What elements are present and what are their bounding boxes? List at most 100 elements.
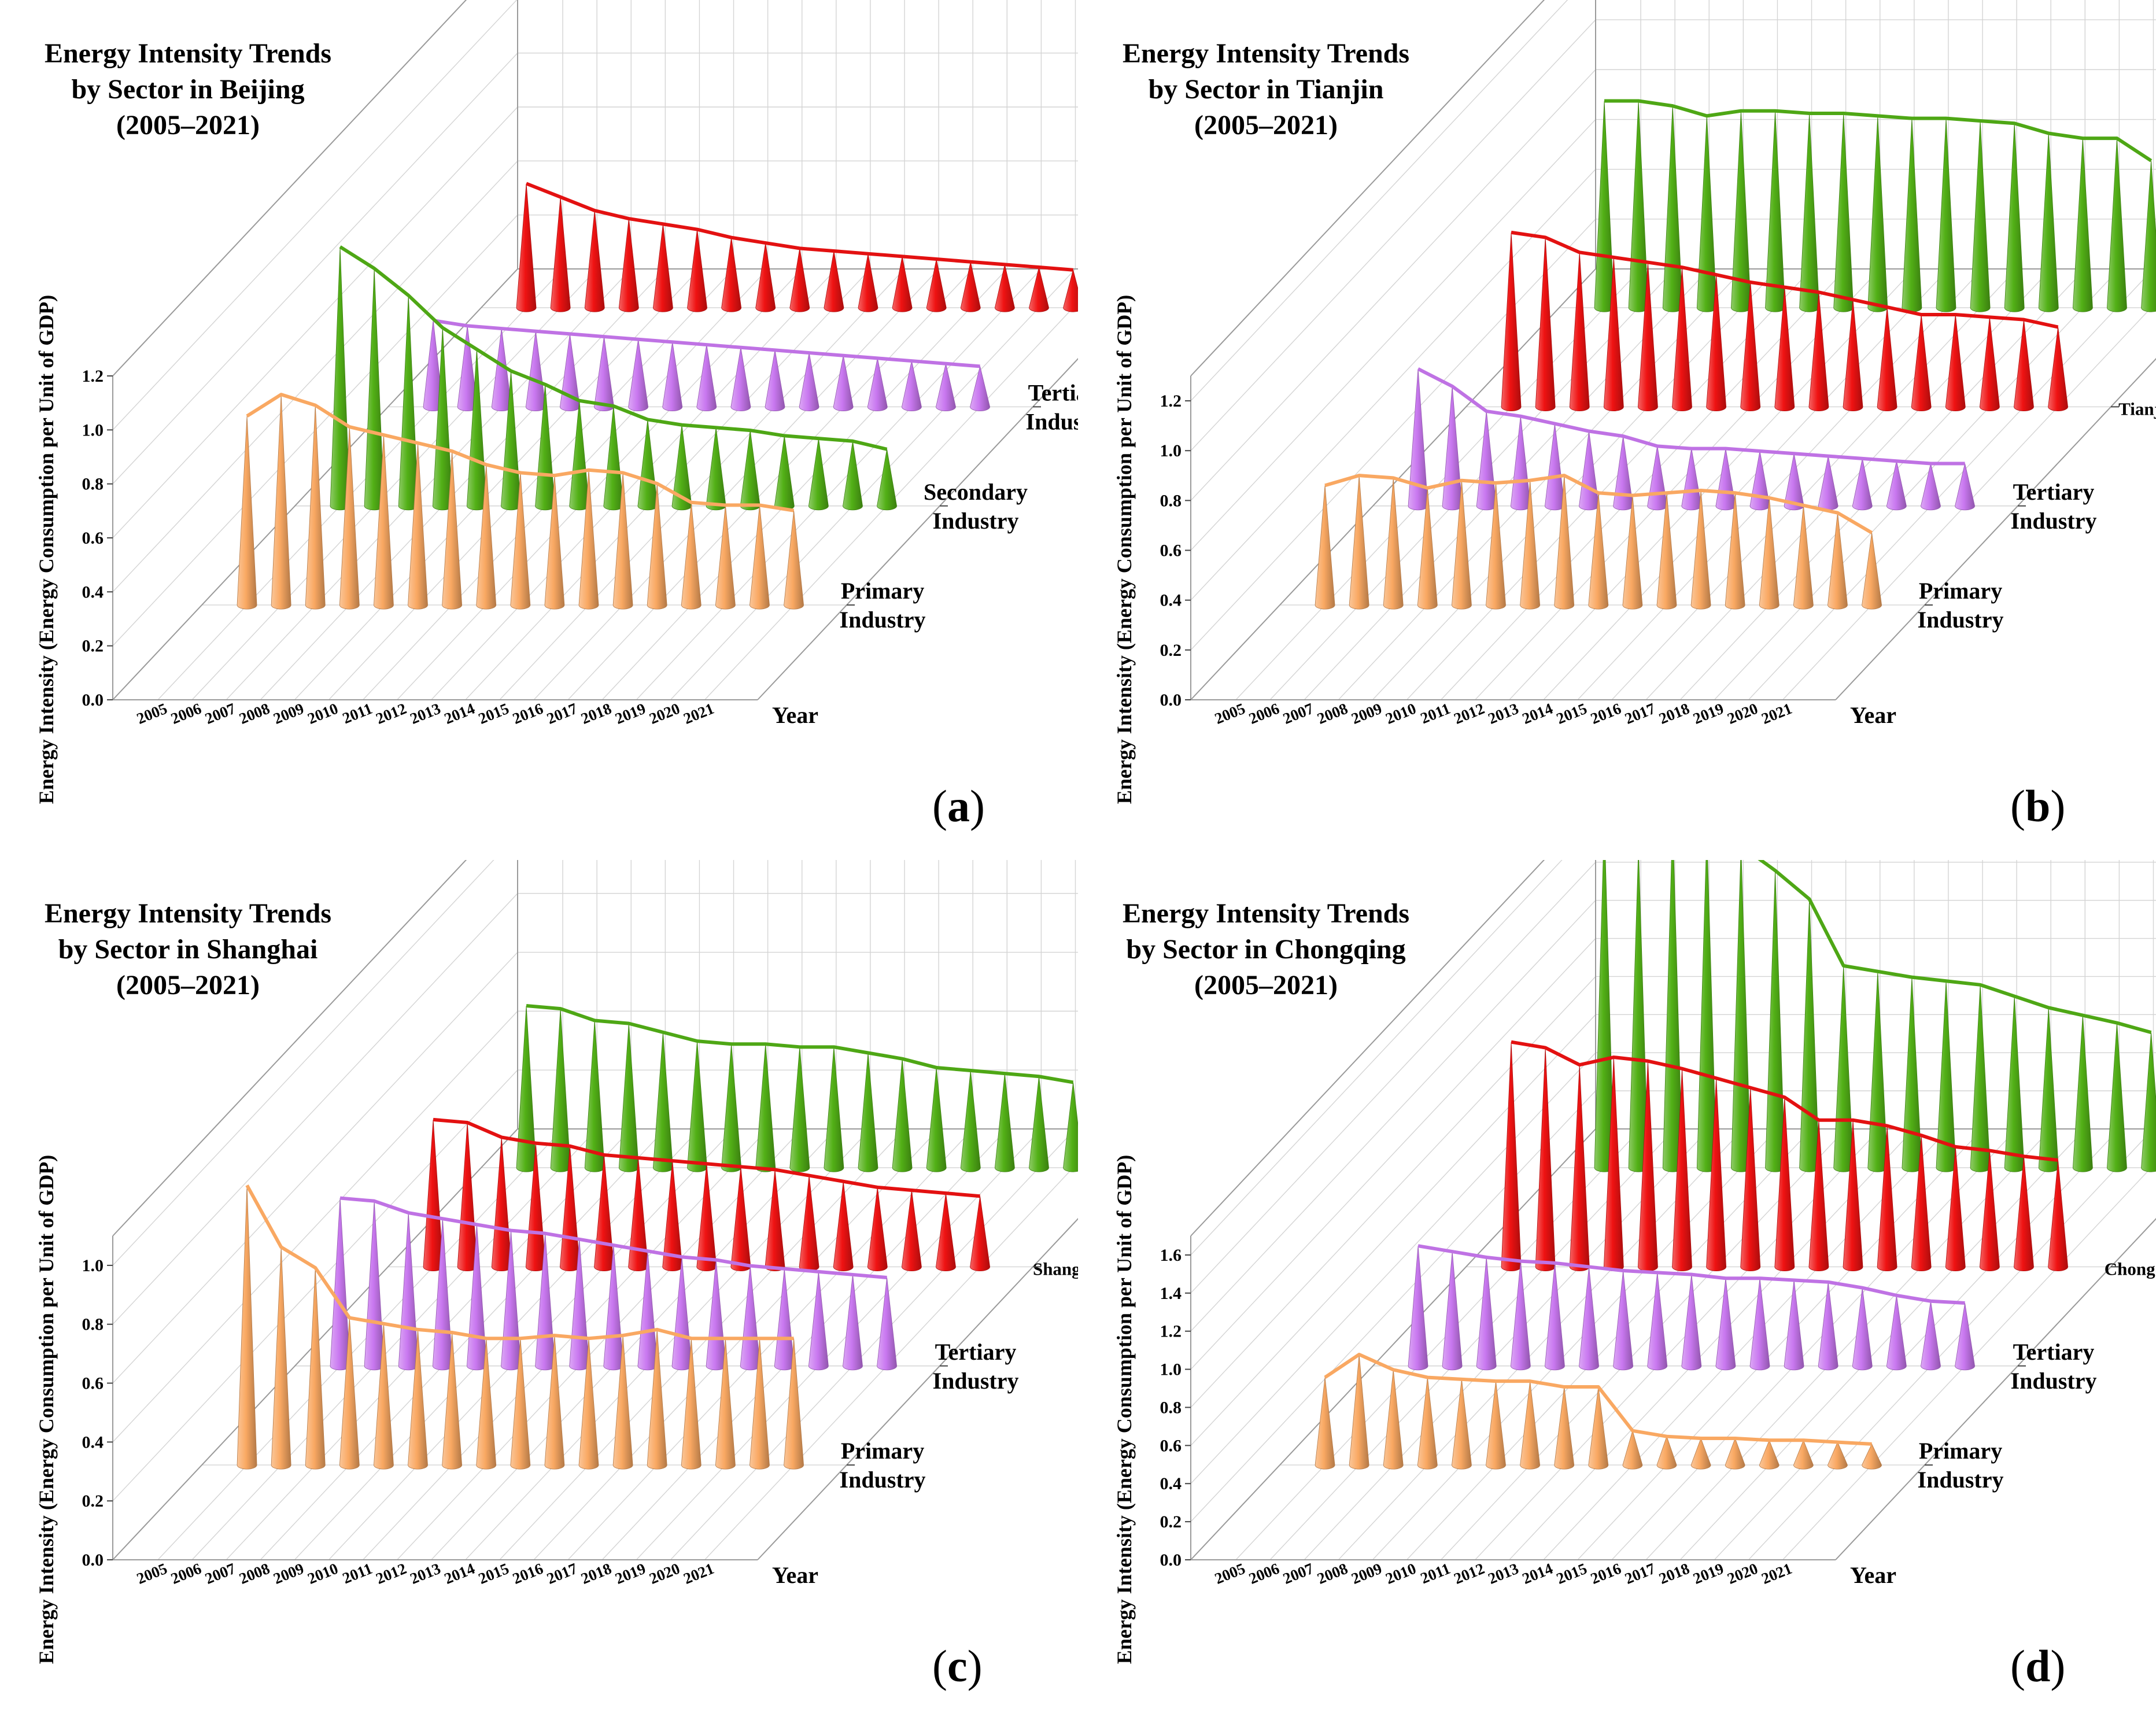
series-beijing	[516, 182, 1078, 312]
cone-bar	[2072, 1015, 2093, 1172]
year-tick-label: 2012	[1452, 700, 1487, 728]
chart-title-line: (2005–2021)	[116, 970, 260, 1001]
series-trend-line	[525, 182, 1073, 272]
cone-bar	[715, 1338, 736, 1470]
row-label-line: Primary	[841, 1438, 924, 1464]
cone-bar	[1706, 1078, 1727, 1271]
cone-bar	[926, 259, 947, 312]
cone-bar	[1442, 386, 1463, 511]
cone-bar	[1554, 1386, 1575, 1470]
chart-title-line: (2005–2021)	[116, 110, 260, 141]
cone-bar	[305, 405, 326, 610]
cone-bar	[1672, 267, 1692, 411]
y-tick-label: 1.0	[82, 1256, 104, 1275]
floor-grid-line	[431, 1128, 837, 1560]
cone-bar	[516, 1006, 537, 1172]
cone-bar	[1793, 1440, 1814, 1470]
floor-grid-line	[1645, 1128, 2051, 1560]
floor-grid-line	[431, 268, 837, 700]
cone-bar	[637, 419, 658, 511]
cone-bar	[1828, 512, 1848, 610]
floor-grid-line	[1269, 268, 1675, 700]
row-label-line: Industry	[840, 607, 926, 633]
cone-bar	[1843, 1120, 1863, 1271]
chart-title-line: Energy Intensity Trends	[45, 898, 331, 929]
chart-svg-a: 0.0 0.2 0.4 0.6 0.8 1.0 1.2 Energy Intensity (E…	[35, 0, 1078, 831]
cone-bar	[892, 256, 913, 312]
box-edge	[1190, 860, 1545, 1237]
cone-bar	[603, 406, 624, 511]
year-tick-label: 2015	[476, 700, 511, 728]
floor-grid-line	[1748, 268, 2154, 700]
cone-bar	[305, 1267, 326, 1470]
year-tick-label: 2011	[1418, 700, 1453, 727]
cone-bar	[1902, 977, 1922, 1172]
cone-bar	[2014, 319, 2034, 411]
cone-bar	[544, 1335, 565, 1470]
cone-bar	[1867, 116, 1888, 312]
row-label-line: Industry	[2011, 1368, 2097, 1394]
cone-bar	[628, 1158, 649, 1271]
row-label-line: Shanghai	[1033, 1258, 1078, 1279]
cone-bar	[594, 337, 614, 411]
floor-grid-line	[601, 1128, 1007, 1560]
cone-bar	[442, 451, 463, 610]
floor-grid-line	[157, 1128, 563, 1560]
cone-bar	[1979, 1150, 2000, 1271]
row-label: Primary Industry	[840, 1438, 926, 1493]
cone-bar	[1622, 495, 1643, 610]
cone-bar	[374, 1323, 394, 1470]
cone-bar	[1902, 118, 1922, 312]
cone-bar	[612, 1335, 633, 1470]
cone-bar	[1520, 1381, 1541, 1470]
cone-bar	[1349, 475, 1369, 610]
floor-grid-line	[1611, 268, 2017, 700]
cone-bar	[1759, 497, 1780, 610]
cone-bar	[1808, 1120, 1829, 1271]
row-label-line: Tertiary	[2013, 1339, 2095, 1365]
floor-grid-line	[1338, 268, 1744, 700]
floor-grid-line	[636, 1128, 1042, 1560]
cone-bar	[653, 1032, 673, 1172]
cone-bar	[696, 1164, 717, 1271]
year-tick-label: 2005	[1212, 1560, 1247, 1588]
row-label: Chongqing	[2105, 1258, 2156, 1279]
row-label-line: Industry	[1918, 1467, 2004, 1493]
cone-bar	[1476, 1257, 1497, 1371]
cone-bar	[339, 427, 360, 610]
row-label: Tertiary Industry	[2011, 1339, 2097, 1394]
year-tick-label: 2015	[476, 1560, 511, 1588]
y-tick-label: 0.4	[82, 582, 104, 601]
wall-grid-line	[1190, 1128, 2156, 1560]
cone-bar	[1594, 101, 1615, 312]
floor-grid-line	[260, 268, 666, 700]
cone-bar	[1936, 118, 1956, 312]
panel-tag: (b)	[2010, 781, 2065, 831]
y-tick-label: 1.6	[1160, 1246, 1182, 1265]
box-edge	[1835, 357, 2156, 700]
cone-bar	[1408, 1246, 1428, 1371]
cone-bar	[789, 248, 810, 312]
chart-svg-b: 0.0 0.2 0.4 0.6 0.8 1.0 1.2 Energy Intensity (E…	[1113, 0, 2156, 831]
series-trend-line	[245, 1184, 794, 1341]
row-label-line: Industry	[933, 508, 1019, 534]
cone-bar	[1029, 1076, 1049, 1172]
box-edge	[757, 1217, 1078, 1560]
cone-bar	[398, 295, 419, 511]
cone-bar	[612, 473, 633, 610]
floor-grid-line	[1441, 268, 1847, 700]
y-tick-label: 1.0	[1160, 1360, 1182, 1379]
cone-bar	[960, 1071, 981, 1172]
row-label: Secondary Industry	[924, 479, 1028, 534]
cone-bar	[1452, 480, 1472, 610]
y-tick-label: 0.6	[82, 1374, 104, 1393]
y-tick-label: 0.0	[82, 691, 104, 710]
box-edge	[1190, 0, 1545, 377]
series-secondary-industry	[1594, 860, 2156, 1172]
cone-bar	[877, 449, 897, 511]
cone-bar	[1535, 237, 1556, 411]
wall-grid-line	[112, 106, 1078, 538]
floor-grid-line	[397, 268, 803, 700]
chart-title-line: (2005–2021)	[1194, 970, 1338, 1001]
floor-grid-line	[499, 1128, 905, 1560]
